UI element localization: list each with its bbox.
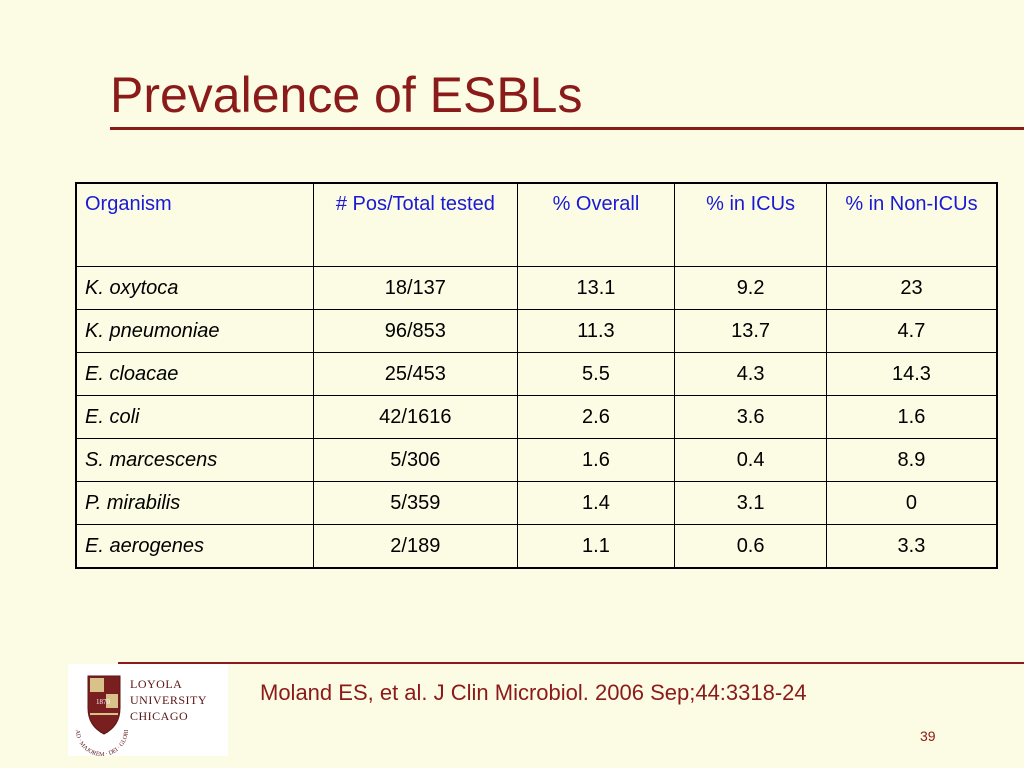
table-row: E. cloacae 25/453 5.5 4.3 14.3 — [75, 352, 998, 396]
overall-cell: 11.3 — [516, 309, 676, 353]
table-row: K. pneumoniae 96/853 11.3 13.7 4.7 — [75, 309, 998, 353]
icu-cell: 3.6 — [674, 395, 827, 439]
non-icu-cell: 0 — [825, 481, 998, 525]
table-row: K. oxytoca 18/137 13.1 9.2 23 — [75, 266, 998, 310]
logo-line-1: LOYOLA — [130, 677, 183, 691]
non-icu-cell: 3.3 — [825, 524, 998, 569]
overall-cell: 5.5 — [516, 352, 676, 396]
icu-cell: 0.6 — [674, 524, 827, 569]
esbl-prevalence-table: Organism # Pos/Total tested % Overall % … — [75, 182, 998, 569]
icu-cell: 0.4 — [674, 438, 827, 482]
loyola-logo: 1870 AD · MAJOREM · DEI · GLORIAM — [65, 660, 228, 758]
overall-cell: 2.6 — [516, 395, 676, 439]
header-non-icus: % in Non-ICUs — [825, 182, 998, 267]
non-icu-cell: 8.9 — [825, 438, 998, 482]
table-row: P. mirabilis 5/359 1.4 3.1 0 — [75, 481, 998, 525]
organism-cell: K. oxytoca — [75, 266, 315, 310]
icu-cell: 13.7 — [674, 309, 827, 353]
slide-title: Prevalence of ESBLs — [110, 67, 583, 123]
footer-rule — [118, 662, 1024, 664]
pos-total-cell: 18/137 — [313, 266, 518, 310]
icu-cell: 4.3 — [674, 352, 827, 396]
citation: Moland ES, et al. J Clin Microbiol. 2006… — [260, 680, 807, 705]
pos-total-cell: 5/306 — [313, 438, 518, 482]
icu-cell: 3.1 — [674, 481, 827, 525]
non-icu-cell: 4.7 — [825, 309, 998, 353]
pos-total-cell: 5/359 — [313, 481, 518, 525]
pos-total-cell: 25/453 — [313, 352, 518, 396]
overall-cell: 1.6 — [516, 438, 676, 482]
pos-total-cell: 96/853 — [313, 309, 518, 353]
pos-total-cell: 42/1616 — [313, 395, 518, 439]
overall-cell: 1.4 — [516, 481, 676, 525]
table-row: E. aerogenes 2/189 1.1 0.6 3.3 — [75, 524, 998, 569]
header-icus: % in ICUs — [674, 182, 827, 267]
overall-cell: 13.1 — [516, 266, 676, 310]
seal-year: 1870 — [96, 698, 111, 706]
table-row: E. coli 42/1616 2.6 3.6 1.6 — [75, 395, 998, 439]
header-overall: % Overall — [516, 182, 676, 267]
logo-line-2: UNIVERSITY — [130, 693, 207, 708]
organism-cell: E. coli — [75, 395, 315, 439]
logo-line-3: CHICAGO — [130, 709, 189, 724]
logo-wordmark: LOYOLA UNIVERSITY CHICAGO — [130, 676, 207, 725]
page-number: 39 — [920, 728, 936, 744]
table-row: S. marcescens 5/306 1.6 0.4 8.9 — [75, 438, 998, 482]
organism-cell: K. pneumoniae — [75, 309, 315, 353]
title-underline — [110, 127, 1024, 130]
organism-cell: S. marcescens — [75, 438, 315, 482]
icu-cell: 9.2 — [674, 266, 827, 310]
non-icu-cell: 23 — [825, 266, 998, 310]
header-organism: Organism — [75, 182, 315, 267]
non-icu-cell: 14.3 — [825, 352, 998, 396]
pos-total-cell: 2/189 — [313, 524, 518, 569]
organism-cell: E. aerogenes — [75, 524, 315, 569]
organism-cell: P. mirabilis — [75, 481, 315, 525]
overall-cell: 1.1 — [516, 524, 676, 569]
loyola-seal-icon: 1870 AD · MAJOREM · DEI · GLORIAM — [65, 660, 130, 758]
table-header-row: Organism # Pos/Total tested % Overall % … — [75, 182, 998, 267]
non-icu-cell: 1.6 — [825, 395, 998, 439]
header-pos-total: # Pos/Total tested — [313, 182, 518, 267]
organism-cell: E. cloacae — [75, 352, 315, 396]
